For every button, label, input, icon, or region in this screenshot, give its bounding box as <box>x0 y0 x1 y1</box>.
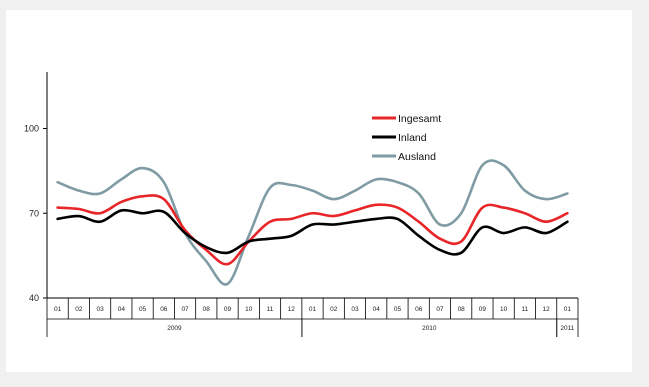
year-label: 2011 <box>560 325 574 332</box>
month-label: 11 <box>267 306 274 313</box>
month-label: 01 <box>564 306 572 313</box>
legend-label: Inland <box>398 132 427 144</box>
month-label: 03 <box>351 306 359 313</box>
month-label: 04 <box>373 306 381 313</box>
series-line-inland <box>58 210 568 254</box>
month-label: 09 <box>224 306 232 313</box>
year-label: 2009 <box>167 325 182 332</box>
month-label: 02 <box>330 306 338 313</box>
series-line-ingesamt <box>58 195 568 264</box>
month-label: 01 <box>309 306 317 313</box>
month-label: 08 <box>458 306 466 313</box>
month-label: 05 <box>394 306 402 313</box>
y-tick-label: 70 <box>29 208 39 218</box>
chart-frame: 40 70 100 01 02 03 04 05 06 07 08 09 10 11 12 01 02 03 04 0… <box>6 10 632 372</box>
month-label: 05 <box>139 306 147 313</box>
month-label: 10 <box>500 306 508 313</box>
month-label: 09 <box>479 306 487 313</box>
month-label: 08 <box>203 306 211 313</box>
month-label: 07 <box>436 306 444 313</box>
month-label: 12 <box>543 306 551 313</box>
month-label: 04 <box>118 306 126 313</box>
month-label: 12 <box>288 306 296 313</box>
month-label: 11 <box>522 306 529 313</box>
month-label: 06 <box>160 306 168 313</box>
year-label: 2010 <box>422 325 437 332</box>
legend-label: Ingesamt <box>398 113 441 125</box>
y-tick-label: 40 <box>29 293 39 303</box>
legend-label: Ausland <box>398 151 436 163</box>
line-chart: 40 70 100 01 02 03 04 05 06 07 08 09 10 11 12 01 02 03 04 0… <box>6 10 632 372</box>
month-label: 02 <box>75 306 83 313</box>
month-label: 03 <box>96 306 104 313</box>
month-label: 10 <box>245 306 253 313</box>
month-label: 07 <box>181 306 189 313</box>
series-line-ausland <box>58 161 568 285</box>
month-label: 01 <box>54 306 62 313</box>
y-tick-label: 100 <box>24 124 39 134</box>
month-label: 06 <box>415 306 423 313</box>
